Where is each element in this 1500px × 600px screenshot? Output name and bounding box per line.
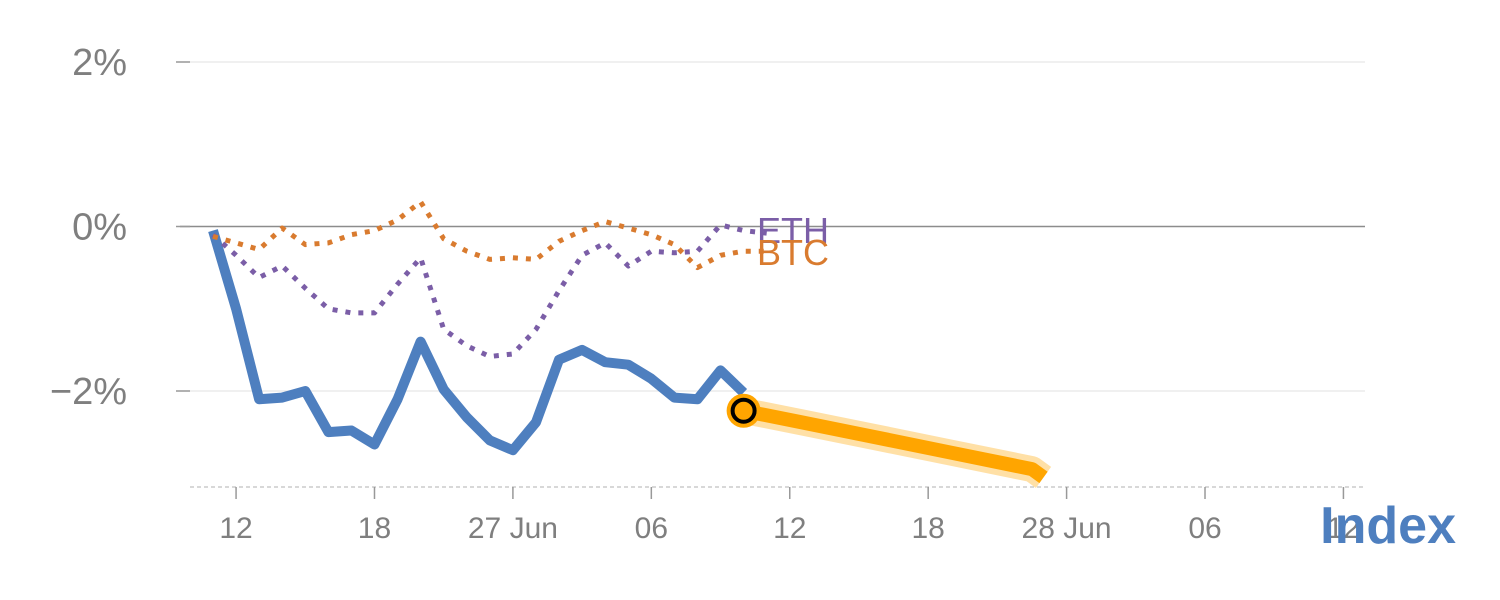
x-tick-label: 06 [635,512,668,545]
axis-layer: 2% 0% −2% 12 18 27 Jun 06 12 18 28 Jun 06 12 [50,42,1365,545]
x-tick-label: 12 [773,512,806,545]
x-tick-label: 27 Jun [468,512,558,545]
index-series-label: Index [1320,497,1456,555]
x-tick-label: 12 [1327,512,1360,545]
y-tick-label: 2% [72,42,127,84]
marker-layer [726,393,761,428]
x-tick-label: 18 [358,512,391,545]
series-layer [208,199,1052,488]
btc-line [212,199,767,271]
y-tick-label: 0% [72,207,127,249]
eth-series-label: ETH [757,210,829,251]
current-point-marker [730,397,757,424]
btc-series-label: BTC [757,232,829,273]
eth-line [211,222,767,359]
index-line [208,229,748,456]
forecast-line [742,403,1048,484]
x-tick-label: 28 Jun [1022,512,1112,545]
x-tick-label: 18 [911,512,944,545]
y-tick-label: −2% [50,371,127,413]
x-tick-label: 12 [219,512,252,545]
x-tick-label: 06 [1188,512,1221,545]
